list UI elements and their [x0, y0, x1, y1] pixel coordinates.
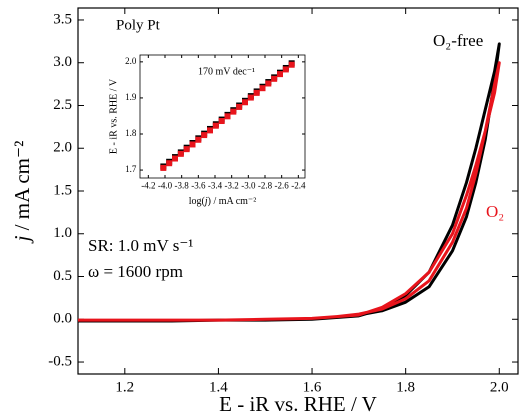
point [265, 80, 272, 87]
point [236, 103, 243, 110]
point [218, 118, 225, 125]
point [224, 113, 231, 120]
y-tick-label: 1.5 [53, 182, 72, 198]
annotation: Poly Pt [116, 17, 161, 33]
annotation: ω = 1600 rpm [88, 262, 183, 281]
point [172, 155, 178, 162]
x-tick-label: -3.8 [175, 181, 190, 191]
x-tick-label: 2.0 [490, 380, 509, 396]
x-tick-label: -3.6 [191, 181, 206, 191]
axis-label-part: / mA cm⁻² [10, 141, 34, 236]
axis-label-part: ) / mA cm⁻² [208, 196, 257, 207]
point [177, 150, 184, 157]
point [253, 89, 260, 96]
x-tick-label: 1.6 [303, 380, 322, 396]
point [195, 136, 202, 143]
x-tick-label: -3.4 [208, 181, 223, 191]
point [259, 85, 266, 92]
point [160, 164, 167, 171]
axis-label-part: j [203, 196, 208, 207]
point [288, 61, 295, 68]
axis-label: E - iR vs. RHE / V [108, 78, 119, 154]
y-tick-label: 0.0 [53, 311, 72, 327]
series-label: O₂ [486, 202, 504, 221]
x-tick-label: 1.8 [396, 380, 415, 396]
point [207, 127, 213, 134]
axis-label: E - iR vs. RHE / V [219, 392, 377, 413]
point [166, 160, 173, 167]
x-tick-label: -4.0 [158, 181, 173, 191]
y-tick-label: 1.8 [125, 128, 137, 138]
point [212, 122, 219, 129]
x-tick-label: -2.8 [258, 181, 273, 191]
point [277, 71, 283, 78]
y-tick-label: 3.0 [53, 54, 72, 70]
y-tick-label: 0.5 [53, 268, 72, 284]
axis-label: j / mA cm⁻² [10, 141, 34, 245]
x-tick-label: -3.2 [225, 181, 239, 191]
series-label: O₂-free [433, 31, 483, 50]
axis-label-part: log( [189, 196, 206, 207]
y-tick-label: 1.9 [125, 92, 137, 102]
y-tick-label: 2.5 [53, 97, 72, 113]
axis-label-part: j [10, 235, 34, 244]
point [189, 141, 196, 148]
y-tick-label: -0.5 [48, 353, 72, 369]
point [201, 132, 208, 139]
y-tick-label: 2.0 [53, 140, 72, 156]
point [230, 108, 237, 115]
annotation: SR: 1.0 mV s⁻¹ [88, 236, 193, 255]
x-tick-label: 1.4 [209, 380, 228, 396]
y-tick-label: 2.0 [125, 56, 137, 66]
point [271, 75, 278, 82]
point [183, 146, 190, 153]
point [242, 99, 248, 106]
x-tick-label: -4.2 [141, 181, 155, 191]
x-tick-label: 1.2 [115, 380, 134, 396]
point [282, 66, 289, 73]
x-tick-label: -2.4 [291, 181, 306, 191]
y-tick-label: 1.7 [125, 164, 137, 174]
x-tick-label: -3.0 [241, 181, 256, 191]
annotation: 170 mV dec⁻¹ [198, 66, 255, 77]
point [247, 94, 254, 101]
y-tick-label: 1.0 [53, 225, 72, 241]
x-tick-label: -2.6 [275, 181, 290, 191]
axis-label: log(j) / mA cm⁻² [189, 196, 256, 207]
series-line [78, 61, 501, 322]
y-tick-label: 3.5 [53, 11, 72, 27]
